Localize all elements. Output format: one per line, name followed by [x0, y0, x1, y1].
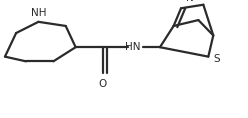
Text: NH: NH: [31, 8, 46, 18]
Text: N: N: [186, 0, 194, 3]
Text: HN: HN: [125, 42, 140, 52]
Text: S: S: [214, 54, 220, 64]
Text: O: O: [99, 79, 107, 89]
